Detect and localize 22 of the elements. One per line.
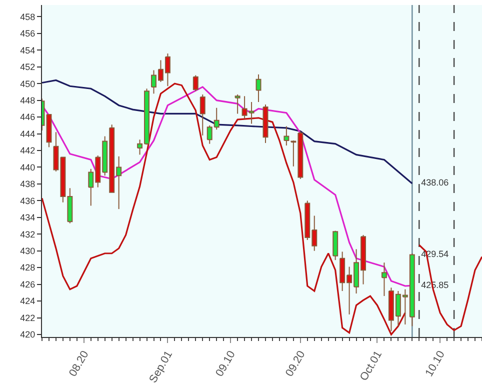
y-tick-label: 444 — [20, 128, 36, 139]
annotation: 438.06 — [412, 178, 449, 188]
y-tick-label: 450 — [20, 78, 36, 89]
y-tick-label: 458 — [20, 12, 36, 22]
y-tick-label: 420 — [20, 330, 36, 340]
y-tick-label: 422 — [20, 312, 36, 323]
y-tick-label: 442 — [20, 146, 36, 156]
y-tick-label: 432 — [20, 229, 36, 240]
y-tick-label: 424 — [20, 296, 36, 306]
y-tick-label: 430 — [20, 246, 36, 256]
y-tick-label: 436 — [20, 196, 36, 206]
y-tick-label: 448 — [20, 95, 36, 106]
y-tick-label: 452 — [20, 62, 36, 72]
y-tick-label: 426 — [20, 279, 36, 290]
y-tick-label: 454 — [20, 45, 36, 56]
y-tick-label: 446 — [20, 112, 36, 122]
y-tick-label: 434 — [20, 212, 36, 223]
y-tick-label: 438 — [20, 179, 36, 190]
y-tick-label: 456 — [20, 28, 36, 39]
y-tick-label: 428 — [20, 262, 36, 273]
line-series — [42, 79, 413, 184]
y-tick-label: 440 — [20, 162, 36, 172]
